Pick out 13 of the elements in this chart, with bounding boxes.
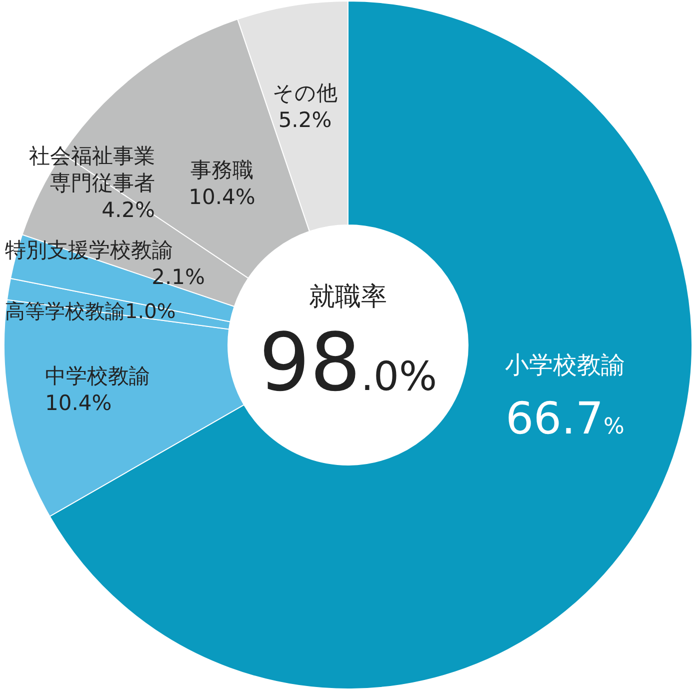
text: 98.0% xyxy=(259,316,437,409)
slice-label: 社会福祉事業専門従事者 xyxy=(29,144,155,195)
slice-label: 事務職 xyxy=(190,158,254,182)
data-label: 10.4% xyxy=(188,184,256,209)
data-label: 2.1% xyxy=(152,264,205,289)
text: 就職率 xyxy=(309,282,387,312)
data-label: 66.7% xyxy=(506,394,624,445)
data-label: 5.2% xyxy=(278,108,332,132)
slice-label: その他 xyxy=(272,81,338,105)
data-label: 4.2% xyxy=(102,198,155,222)
data-label: 10.4% xyxy=(45,390,112,415)
slice-label: 中学校教諭 xyxy=(45,364,150,388)
slice-label: 小学校教諭 xyxy=(505,351,625,379)
